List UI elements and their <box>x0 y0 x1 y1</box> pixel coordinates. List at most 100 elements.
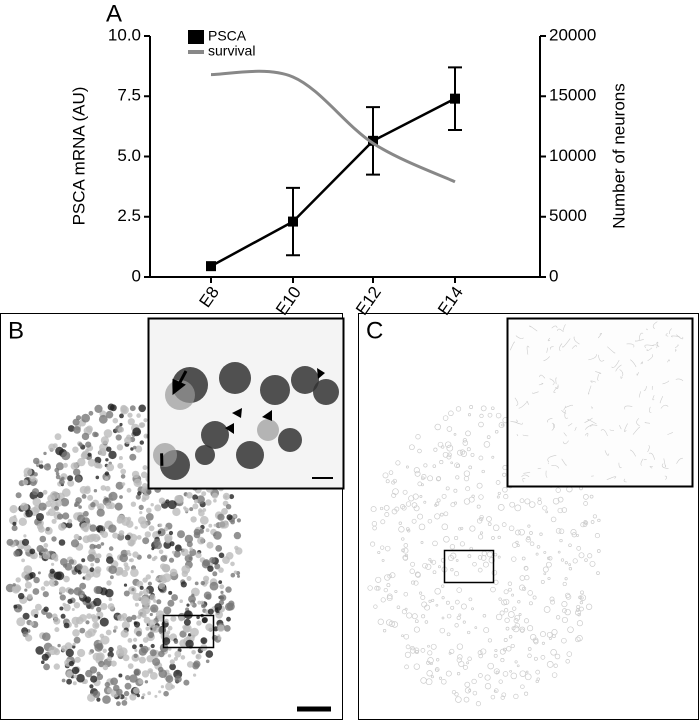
cell <box>84 573 92 581</box>
cell <box>22 479 29 486</box>
fiber <box>571 345 577 349</box>
cell <box>136 535 142 540</box>
cell <box>587 553 593 559</box>
fiber <box>626 343 635 348</box>
cell <box>197 536 205 545</box>
cell <box>550 516 557 523</box>
cell <box>20 502 29 511</box>
cell <box>509 501 516 508</box>
cell <box>42 489 48 495</box>
cell <box>33 457 40 465</box>
cell <box>491 536 495 540</box>
cell <box>579 594 587 601</box>
cell <box>545 510 549 514</box>
cell <box>158 574 166 582</box>
cell <box>445 600 450 605</box>
cell <box>528 501 536 508</box>
cell <box>149 612 153 617</box>
cell <box>456 615 461 620</box>
cell <box>81 432 90 441</box>
cell <box>414 619 419 624</box>
cell <box>559 538 563 543</box>
fiber <box>647 445 650 453</box>
cell <box>52 581 56 585</box>
cell <box>516 544 520 547</box>
cell <box>124 565 130 571</box>
cell <box>507 581 513 586</box>
cell <box>165 499 170 504</box>
cell <box>436 498 441 503</box>
cell <box>404 664 409 670</box>
cell <box>431 598 435 602</box>
cell <box>153 443 177 467</box>
cell <box>18 592 25 600</box>
cell <box>379 506 384 511</box>
cell <box>429 662 433 666</box>
cell <box>413 467 420 474</box>
cell <box>88 548 96 556</box>
cell <box>527 653 532 659</box>
cell <box>125 675 131 681</box>
cell <box>104 485 111 492</box>
cell <box>476 504 481 509</box>
cell <box>57 513 64 520</box>
cell <box>88 410 94 416</box>
cell <box>467 630 471 635</box>
cell <box>203 575 210 582</box>
cell <box>110 677 118 686</box>
cell <box>491 569 498 576</box>
cell <box>206 541 214 549</box>
cell <box>37 571 41 575</box>
fiber <box>636 418 640 426</box>
cell <box>380 597 386 603</box>
cell <box>118 530 125 536</box>
cell <box>132 551 139 558</box>
cell <box>218 580 223 584</box>
cell <box>165 682 174 691</box>
cell <box>453 571 460 577</box>
cell <box>454 692 459 697</box>
cell <box>415 572 421 578</box>
cell <box>482 561 489 568</box>
marker <box>368 135 378 146</box>
cell <box>430 560 433 564</box>
cell <box>37 491 44 499</box>
cell <box>234 545 239 551</box>
cell <box>78 505 82 509</box>
fiber <box>609 429 615 431</box>
cell <box>193 499 199 504</box>
cell <box>463 696 470 703</box>
cell <box>154 504 162 512</box>
cell <box>55 474 61 480</box>
cell <box>570 529 577 536</box>
cell <box>500 658 505 663</box>
fiber <box>523 471 531 474</box>
fiber <box>587 419 597 425</box>
fiber <box>543 356 550 362</box>
fiber <box>675 349 677 352</box>
cell <box>596 571 600 575</box>
cell <box>219 594 227 602</box>
cell <box>542 505 548 511</box>
cell <box>200 600 205 605</box>
cell <box>87 554 95 562</box>
cell <box>143 433 149 439</box>
cell <box>480 648 487 655</box>
fiber <box>624 423 628 432</box>
cell <box>419 495 423 498</box>
cell <box>120 629 129 638</box>
cell <box>117 462 124 469</box>
cell <box>180 548 189 557</box>
cell <box>459 449 466 455</box>
cell <box>93 586 102 594</box>
cell <box>67 425 75 432</box>
cell <box>192 503 199 510</box>
cell <box>539 532 543 536</box>
cell <box>151 547 155 551</box>
cell <box>463 470 471 477</box>
cell <box>124 682 132 690</box>
cell <box>81 494 87 499</box>
cell <box>110 660 117 667</box>
cell <box>21 558 25 563</box>
fiber <box>588 385 592 395</box>
